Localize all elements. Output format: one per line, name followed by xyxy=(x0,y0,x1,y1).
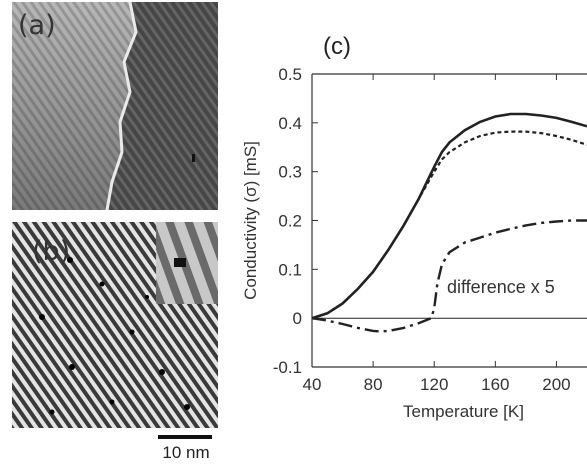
difference-annotation: difference x 5 xyxy=(447,277,555,297)
series-line-dotted xyxy=(311,130,587,320)
x-tick-label: 160 xyxy=(481,375,509,394)
x-axis-title: Temperature [K] xyxy=(403,402,524,421)
y-tick-label: 0.3 xyxy=(278,163,302,182)
y-tick-label: 0.5 xyxy=(278,65,302,84)
y-tick-label: 0.2 xyxy=(278,212,302,231)
panel-a-label: (a) xyxy=(18,10,56,41)
panel-c-label: (c) xyxy=(323,33,351,60)
y-tick-label: 0.4 xyxy=(278,114,302,133)
stm-image-b: (b) xyxy=(12,222,218,428)
stm-image-b-graphic xyxy=(12,222,218,428)
y-axis-title: Conductivity (σ) [mS] xyxy=(241,141,260,300)
x-tick-label: 40 xyxy=(303,375,322,394)
x-tick-label: 200 xyxy=(542,375,570,394)
y-tick-label: 0 xyxy=(293,309,302,328)
stm-image-a: (a) xyxy=(12,2,218,210)
y-tick-label: 0.1 xyxy=(278,260,302,279)
x-tick-label: 120 xyxy=(420,375,448,394)
x-tick-label: 80 xyxy=(364,375,383,394)
panel-b-label: (b) xyxy=(32,236,71,267)
series-line-dash-dot xyxy=(311,219,587,333)
scale-bar-label: 10 nm xyxy=(162,443,210,462)
y-tick-label: -0.1 xyxy=(273,358,302,377)
scale-bar xyxy=(158,435,212,439)
stm-image-a-graphic xyxy=(12,2,218,210)
